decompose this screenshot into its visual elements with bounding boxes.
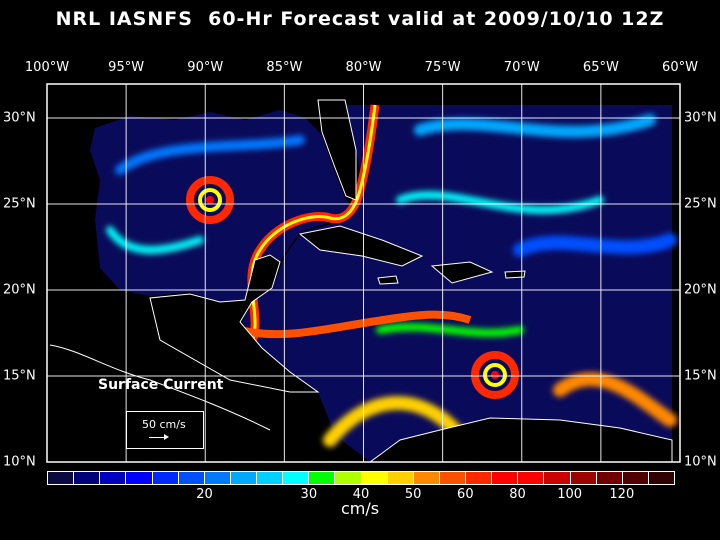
lat-label: 10°N [684, 454, 717, 470]
grid-lines [47, 84, 680, 462]
puerto-rico [504, 270, 526, 279]
plot-title: NRL IASNFS 60-Hr Forecast valid at 2009/… [55, 8, 665, 30]
colorbar-swatch [492, 472, 519, 484]
colorbar-swatch [387, 472, 414, 484]
colorbar-swatch [283, 472, 310, 484]
colorbar-swatch [518, 472, 545, 484]
lat-label: 20°N [684, 282, 717, 298]
land [149, 99, 673, 462]
colorbar-swatch [257, 472, 284, 484]
colorbar-tick-label: 50 [404, 487, 422, 502]
colorbar-swatch [100, 472, 127, 484]
colorbar-unit: cm/s [340, 499, 380, 518]
colorbar-swatch [439, 472, 466, 484]
arrow-icon [149, 434, 169, 440]
lat-label: 15°N [684, 368, 717, 384]
colorbar-swatch [309, 472, 336, 484]
lat-label: 20°N [3, 282, 36, 298]
colorbar-swatch [204, 472, 231, 484]
reference-vector-box: 50 cm/s [126, 411, 204, 449]
colorbar-swatch [648, 472, 674, 484]
lon-label: 100°W [24, 60, 70, 75]
colorbar-tick-label: 40 [352, 487, 370, 502]
mexico-coast [49, 344, 271, 431]
lat-label: 10°N [3, 454, 36, 470]
colorbar-swatch [335, 472, 362, 484]
lat-label: 15°N [3, 368, 36, 384]
lon-label: 90°W [187, 60, 224, 75]
colorbar-tick-label: 60 [457, 487, 474, 502]
eddy-caribbean [471, 351, 519, 399]
south-america [369, 417, 673, 462]
lat-label: 30°N [3, 110, 36, 126]
colorbar-tick-label: 100 [557, 487, 583, 502]
colorbar-tick-label: 30 [300, 487, 318, 502]
map-frame [46, 83, 681, 463]
lat-label: 25°N [3, 196, 36, 212]
reference-vector-label: 50 cm/s [142, 418, 186, 431]
legend-title: Surface Current [98, 377, 224, 393]
jamaica [377, 275, 399, 285]
colorbar-swatch [126, 472, 153, 484]
colorbar-swatch [544, 472, 571, 484]
colorbar [47, 471, 675, 485]
colorbar-tick-label: 20 [196, 487, 213, 502]
colorbar-swatch [178, 472, 205, 484]
yucatan-central-america [149, 254, 320, 393]
colorbar-swatch [570, 472, 597, 484]
colorbar-swatch [74, 472, 101, 484]
lon-label: 85°W [266, 60, 303, 75]
hispaniola [430, 261, 494, 284]
colorbar-swatch [361, 472, 388, 484]
lon-label: 60°W [662, 60, 698, 75]
lon-label: 65°W [582, 60, 619, 75]
colorbar-swatch [48, 472, 75, 484]
florida [317, 99, 357, 201]
caribbean-atlantic [242, 105, 672, 462]
lon-label: 95°W [108, 60, 145, 75]
lat-label: 30°N [684, 110, 717, 126]
colorbar-swatch [596, 472, 623, 484]
lon-label: 70°W [503, 60, 540, 75]
colorbar-swatch [152, 472, 179, 484]
colorbar-swatch [230, 472, 257, 484]
colorbar-swatch [622, 472, 649, 484]
colorbar-swatch [413, 472, 440, 484]
lon-label: 75°W [424, 60, 461, 75]
eddy-gulf [186, 176, 234, 224]
lon-label: 80°W [345, 60, 382, 75]
colorbar-tick-label: 120 [609, 487, 635, 502]
lat-label: 25°N [684, 196, 717, 212]
cuba [298, 225, 424, 267]
colorbar-tick-label: 80 [509, 487, 526, 502]
colorbar-swatch [466, 472, 493, 484]
